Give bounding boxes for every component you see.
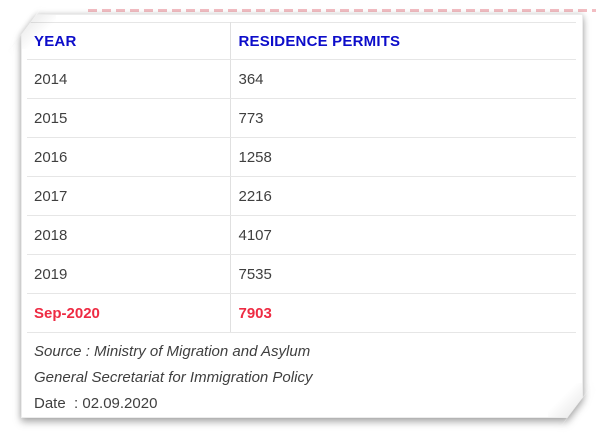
cell-permits: 1258 [230,138,576,177]
cell-year: 2017 [27,177,230,216]
residence-permits-table: YEAR RESIDENCE PERMITS 2014 364 2015 773… [27,22,576,333]
cell-year: 2015 [27,99,230,138]
cell-year: 2014 [27,60,230,99]
cell-permits: 364 [230,60,576,99]
cell-permits: 2216 [230,177,576,216]
cell-year: 2019 [27,255,230,294]
header-cell-permits: RESIDENCE PERMITS [230,23,576,60]
cell-permits: 773 [230,99,576,138]
date-line: Date : 02.09.2020 [34,395,158,412]
cell-year: 2018 [27,216,230,255]
corner-shadow-bottom-right [548,383,582,417]
source-note: Source : Ministry of Migration and Asylu… [27,333,576,417]
cell-permits: 7535 [230,255,576,294]
table-row: 2019 7535 [27,255,576,294]
cell-year: 2016 [27,138,230,177]
source-line-1: Source : Ministry of Migration and Asylu… [34,343,311,360]
source-line-2: General Secretariat for Immigration Poli… [34,369,313,386]
corner-shadow-top-left [22,15,56,49]
header-row: YEAR RESIDENCE PERMITS [27,23,576,60]
cell-year: Sep-2020 [27,294,230,333]
photo-frame: YEAR RESIDENCE PERMITS 2014 364 2015 773… [7,3,597,429]
cell-permits: 7903 [230,294,576,333]
table-row: 2015 773 [27,99,576,138]
table-row: 2014 364 [27,60,576,99]
table-row: 2017 2216 [27,177,576,216]
table-card: YEAR RESIDENCE PERMITS 2014 364 2015 773… [21,14,583,418]
table-row: 2018 4107 [27,216,576,255]
table-row: 2016 1258 [27,138,576,177]
dashed-top-border [88,9,596,12]
header-cell-year: YEAR [27,23,230,60]
table-row-highlighted: Sep-2020 7903 [27,294,576,333]
cell-permits: 4107 [230,216,576,255]
